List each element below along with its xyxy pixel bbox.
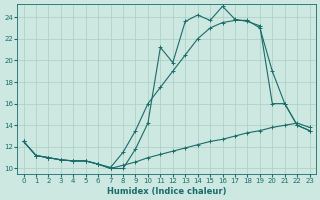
X-axis label: Humidex (Indice chaleur): Humidex (Indice chaleur) xyxy=(107,187,226,196)
